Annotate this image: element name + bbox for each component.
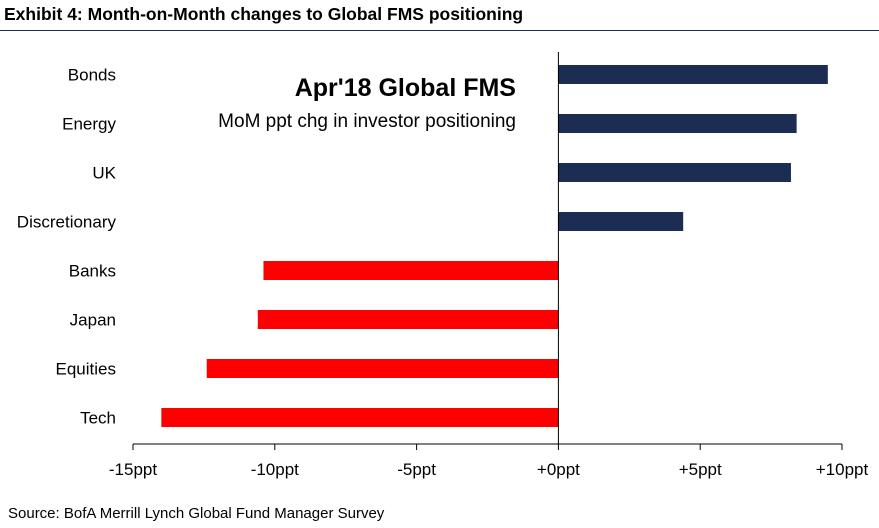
bar-bonds — [558, 65, 828, 84]
category-label: Bonds — [68, 66, 116, 85]
x-tick-label: +10ppt — [816, 460, 869, 479]
bar-discretionary — [558, 212, 684, 231]
category-label: Tech — [80, 409, 116, 428]
category-label: Japan — [70, 311, 116, 330]
x-tick-label: +0ppt — [537, 460, 580, 479]
chart-subtitle: MoM ppt chg in investor positioning — [218, 111, 516, 132]
bar-japan — [257, 310, 559, 329]
bars-group — [161, 65, 828, 427]
category-label: UK — [92, 164, 116, 183]
x-tick-label: -15ppt — [109, 460, 157, 479]
bar-tech — [161, 408, 559, 427]
category-label: Discretionary — [17, 213, 117, 232]
bar-energy — [558, 114, 797, 133]
bar-uk — [558, 163, 791, 182]
chart-title: Apr'18 Global FMS — [295, 74, 516, 102]
x-tick-label: -10ppt — [251, 460, 299, 479]
bar-equities — [206, 359, 559, 378]
exhibit-title: Exhibit 4: Month-on-Month changes to Glo… — [4, 4, 524, 24]
category-label: Energy — [62, 115, 116, 134]
x-tick-label: +5ppt — [679, 460, 722, 479]
x-tick-label: -5ppt — [397, 460, 436, 479]
x-axis: -15ppt -10ppt -5ppt +0ppt +5ppt +10ppt — [109, 443, 869, 479]
bar-banks — [263, 261, 559, 280]
title-rule — [0, 30, 879, 31]
source-note: Source: BofA Merrill Lynch Global Fund M… — [8, 505, 385, 522]
category-label: Banks — [69, 262, 116, 281]
category-label: Equities — [56, 360, 116, 379]
category-labels: Bonds Energy UK Discretionary Banks Japan Equi… — [17, 66, 117, 428]
